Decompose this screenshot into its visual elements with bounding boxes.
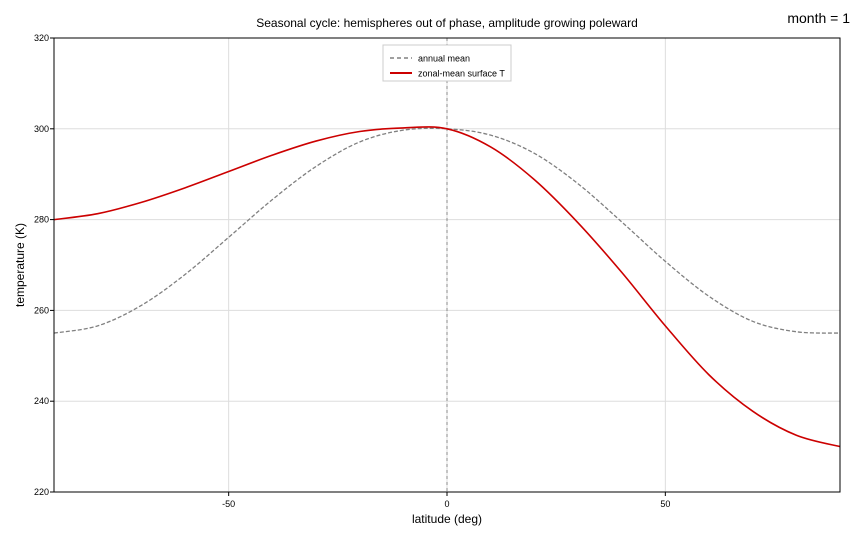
y-tick-label: 280 [34,215,49,225]
series-group [53,126,841,448]
month-label: month = 1 [787,10,850,26]
series-line-annual-mean [53,127,841,334]
axes: 220 240 260 280 300 320 -50 0 50 [34,33,670,509]
x-tick-label: 50 [660,499,670,509]
y-tick-label: 240 [34,396,49,406]
legend: annual mean zonal-mean surface T [382,44,512,82]
x-axis-label: latitude (deg) [412,512,482,526]
legend-label-zonal-mean: zonal-mean surface T [418,69,505,79]
legend-box [382,44,512,82]
y-tick-label: 220 [34,487,49,497]
y-tick-label: 300 [34,124,49,134]
legend-label-annual-mean: annual mean [418,54,470,64]
x-tick-label: -50 [222,499,235,509]
x-tick-label: 0 [444,499,449,509]
y-tick-label: 260 [34,305,49,315]
chart-title: Seasonal cycle: hemispheres out of phase… [256,16,638,30]
y-tick-label: 320 [34,33,49,43]
y-axis-label: temperature (K) [13,223,27,307]
series-line-zonal-mean-surface-t [53,126,841,448]
